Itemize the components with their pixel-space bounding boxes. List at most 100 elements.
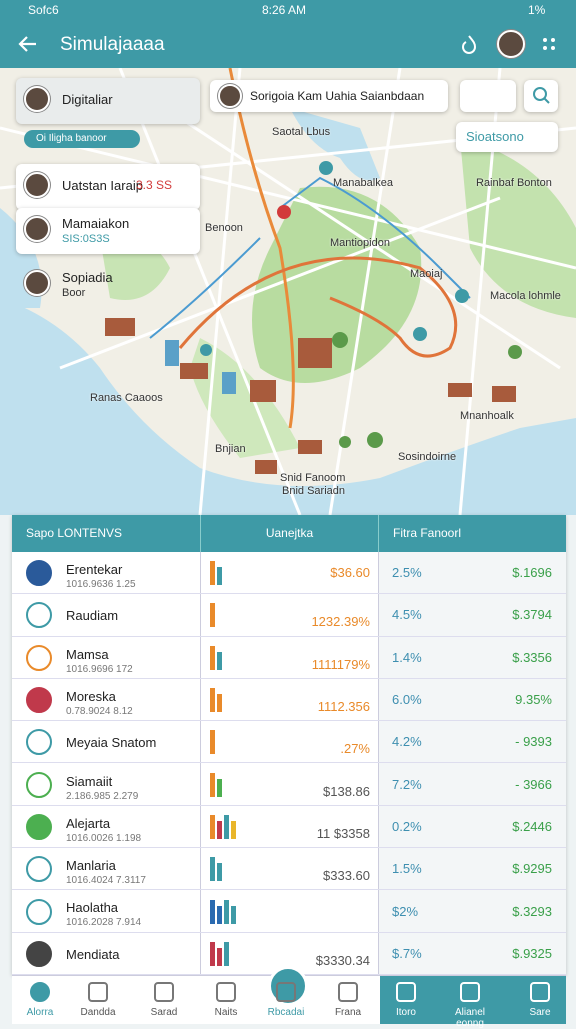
mini-bar <box>210 730 215 755</box>
row-value: 11 $3358 <box>316 825 370 841</box>
mini-bar <box>217 651 222 670</box>
mini-bar <box>217 863 222 882</box>
map-label: Macola lohmle <box>490 290 561 302</box>
nav-icon <box>88 982 108 1002</box>
data-table: Sapo LONTENVS Uanejtka Fitra Fanoorl Ere… <box>12 515 566 975</box>
row-icon <box>26 560 52 587</box>
row-value: $36.60 <box>330 565 370 580</box>
nav-label: Itoro <box>395 1007 416 1018</box>
search-icon-button[interactable] <box>524 80 558 112</box>
row-name: Meyaia Snatom <box>66 735 157 751</box>
mini-bar <box>210 814 215 839</box>
row-name: Siamaiit <box>66 773 113 789</box>
mini-bar <box>217 820 222 839</box>
status-bar: Sofc6 8:26 AM 1% <box>0 0 576 20</box>
column-header: Uanejtka <box>200 515 378 552</box>
map-label: Mnanhoalk <box>460 410 514 422</box>
nav-label: Dandda <box>80 1007 116 1018</box>
mini-bar <box>224 899 229 924</box>
mini-bar <box>210 603 215 628</box>
row-subtitle: 1016.9636 1.25 <box>66 579 136 590</box>
title: Simulajaaaa <box>60 34 165 55</box>
row-percent: 4.2% <box>392 734 422 750</box>
search-button[interactable]: Sioatsono <box>456 122 558 152</box>
row-percent: 6.0% <box>392 692 422 708</box>
row-percent: $2% <box>392 903 419 919</box>
row-value: 1232.39% <box>311 614 370 630</box>
map-label: Rainbaf Bonton <box>476 177 552 189</box>
nav-item[interactable]: Sare <box>510 980 570 1022</box>
nav-icon <box>216 982 236 1002</box>
nav-icon <box>276 982 296 1002</box>
nav-center-button[interactable] <box>268 966 308 1006</box>
battery: 1% <box>528 3 546 17</box>
back-button[interactable] <box>16 32 40 56</box>
row-percent: 0.2% <box>392 818 422 834</box>
contact-detail: 3.3 SS <box>136 178 173 192</box>
row-amount: - 3966 <box>515 776 552 792</box>
table-row[interactable]: Moreska 0.78.9024 8.12 1112.356 6.0% 9.35% <box>12 679 566 722</box>
profile-avatar[interactable] <box>497 30 525 58</box>
map-controls[interactable] <box>460 80 516 112</box>
contact-card[interactable]: Uatstan Iaraip 3.3 SS <box>16 164 200 210</box>
nav-item[interactable]: Sarad <box>134 980 194 1022</box>
row-name: Raudiam <box>66 608 119 624</box>
map-label: Ranas Caaoos <box>90 392 163 404</box>
mini-bar <box>210 772 215 797</box>
row-icon <box>26 771 52 798</box>
nav-item[interactable]: Alorra <box>10 980 70 1022</box>
nav-icon <box>338 982 358 1002</box>
mini-bar <box>210 645 215 670</box>
map-label: Benoon <box>205 222 243 234</box>
table-row[interactable]: Haolatha 1016.2028 7.914 $2% $.3293 <box>12 890 566 933</box>
search-text: Sorigoia Kam Uahia Saianbdaan <box>250 89 425 103</box>
row-name: Moreska <box>66 688 116 704</box>
row-value: .27% <box>340 741 370 757</box>
table-row[interactable]: Meyaia Snatom .27% 4.2% - 9393 <box>12 721 566 764</box>
search-box[interactable]: Sorigoia Kam Uahia Saianbdaan <box>210 80 448 112</box>
map-label: Bnjian <box>215 443 246 455</box>
table-row[interactable]: Erentekar 1016.9636 1.25 $36.60 2.5% $.1696 <box>12 552 566 595</box>
row-amount: - 9393 <box>515 734 552 750</box>
mini-bar <box>224 941 229 966</box>
table-row[interactable]: Siamaiit 2.186.985 2.279 $138.86 7.2% - 3966 <box>12 764 566 806</box>
contact-card[interactable]: Sopiadia Boor <box>16 262 200 300</box>
nav-label: Sare <box>529 1007 551 1018</box>
row-amount: $.1696 <box>512 565 552 581</box>
table-row[interactable]: Manlaria 1016.4024 7.3117 $333.60 1.5% $.929… <box>12 848 566 891</box>
nav-label: Frana <box>334 1007 362 1018</box>
map-pill[interactable]: Oi Iligha banoor <box>24 130 140 148</box>
mini-bar <box>210 899 215 924</box>
table-row[interactable]: Mamsa 1016.9696 172 1111179% 1.4% $.3356 <box>12 637 566 679</box>
nav-label: Rbcadai <box>267 1007 305 1018</box>
nav-item[interactable]: Dandda <box>68 980 128 1022</box>
table-row[interactable]: Raudiam 1232.39% 4.5% $.3794 <box>12 594 566 637</box>
contact-detail: SIS:0S3S <box>62 233 110 245</box>
row-amount: $.3293 <box>512 903 552 919</box>
menu-button[interactable] <box>541 36 557 52</box>
nav-icon <box>30 982 50 1002</box>
nav-item[interactable]: Frana <box>318 980 378 1022</box>
time: 8:26 AM <box>262 3 307 17</box>
nav-item[interactable]: Itoro <box>376 980 436 1022</box>
mini-bar <box>217 778 222 797</box>
row-value: $3330.34 <box>315 952 370 968</box>
nav-item[interactable]: Naits <box>196 980 256 1022</box>
map-label: Maoiaj <box>410 268 443 280</box>
contact-card[interactable]: Digitaliar <box>16 78 200 124</box>
row-icon <box>26 940 52 967</box>
action-icon[interactable] <box>458 33 480 55</box>
row-percent: 7.2% <box>392 776 422 792</box>
nav-label: Naits <box>214 1007 238 1018</box>
row-value: $333.60 <box>323 868 370 884</box>
mini-bar <box>217 567 222 586</box>
table-row[interactable]: Alejarta 1016.0026 1.198 11 $3358 0.2% $.244… <box>12 806 566 849</box>
mini-bar <box>217 694 222 713</box>
row-amount: $.3356 <box>512 649 552 665</box>
row-percent: 1.4% <box>392 649 422 665</box>
contact-card[interactable]: Mamaiakon SIS:0S3S <box>16 208 200 254</box>
nav-item[interactable]: Alianel eonng <box>440 980 500 1029</box>
map-label: Saotal Lbus <box>272 126 331 138</box>
nav-item[interactable]: Rbcadai <box>256 980 316 1022</box>
